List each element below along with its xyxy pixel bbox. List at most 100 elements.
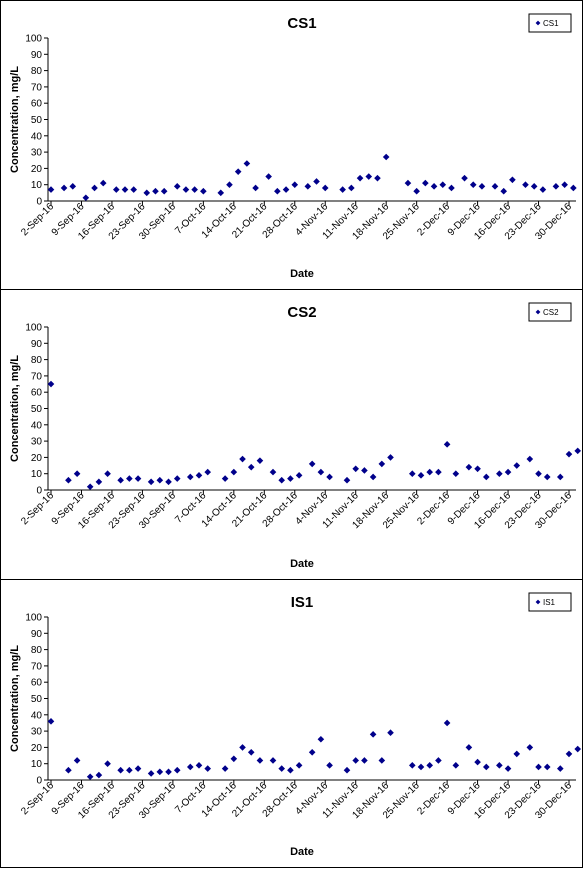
data-point [574,745,582,753]
data-point [104,470,111,477]
data-point [552,183,560,190]
data-point [278,765,286,772]
data-point [435,757,442,764]
data-point [504,468,512,476]
y-tick-label: 80 [31,355,43,366]
y-tick-label: 50 [31,694,43,705]
data-point [513,750,521,758]
chart-panel-cs1: CS1 0 10 20 30 40 50 60 70 80 90 100 2-Sep-16 9-Sep-1… [0,0,583,290]
data-point [265,173,272,180]
y-tick-label: 90 [31,339,43,350]
y-tick-label: 50 [31,404,43,415]
data-point [247,463,255,471]
data-point [422,179,429,187]
data-point [361,757,368,764]
data-point [226,181,233,188]
legend-label: IS1 [543,598,556,607]
data-point [348,184,355,192]
x-axis-label: Date [290,268,314,280]
y-tick-label: 80 [31,645,43,656]
data-point [304,183,312,190]
data-point [186,473,194,481]
data-point [47,186,55,193]
data-point [308,748,316,756]
data-point [186,763,194,771]
chart-is1: IS101020304050607080901002-Sep-169-Sep-1… [9,592,582,858]
data-point [343,476,351,484]
y-tick-label: 10 [31,469,43,480]
data-point [378,757,386,764]
data-point [117,766,124,774]
data-point [134,475,142,482]
data-point [439,181,447,188]
legend-marker [535,599,541,605]
y-tick-label: 40 [31,420,43,431]
data-point [530,183,538,190]
data-point [65,476,72,484]
data-point [60,184,68,192]
data-point [147,770,155,777]
data-point [465,744,473,751]
data-point [452,762,460,769]
data-point [47,718,55,725]
data-point [378,460,386,468]
y-tick-label: 10 [31,180,43,191]
data-point [313,178,320,185]
data-point [500,187,508,195]
data-point [112,186,120,193]
data-point [121,186,129,193]
data-point [526,744,534,751]
data-point [269,757,277,764]
data-point [504,765,512,772]
data-point [165,478,172,486]
y-tick-label: 50 [31,115,43,126]
data-point [339,186,346,193]
data-point [160,187,168,195]
legend: CS1 [528,13,572,33]
data-point [156,768,164,776]
data-point [417,763,425,771]
data-point [230,468,238,476]
legend-marker [535,20,541,26]
y-tick-label: 90 [31,50,43,61]
y-axis-label: Concentration, mg/L [9,645,21,752]
data-point [104,760,111,767]
legend: IS1 [528,592,572,612]
data-point [317,735,325,743]
data-point [291,181,299,188]
data-point [243,160,251,167]
chart-panel-is1: IS1 0 10 20 30 40 50 60 70 80 90 100 2-Sep-16 9-Sep-1… [0,579,583,868]
data-point [522,181,529,188]
data-point [278,476,286,484]
data-point [252,184,259,192]
data-point [282,186,290,193]
data-point [496,470,503,477]
data-point [382,153,390,161]
data-point [461,174,468,182]
data-point [482,763,490,771]
data-point [343,766,351,774]
data-point [496,762,503,769]
data-point [173,183,181,190]
data-point [195,762,203,769]
data-point [570,184,577,192]
legend-box [528,592,572,612]
series-cs2 [47,380,582,491]
chart-cs2: CS201020304050607080901002-Sep-169-Sep-1… [9,302,582,570]
data-point [326,762,333,769]
y-tick-label: 30 [31,148,43,159]
data-point [430,183,438,190]
data-point [352,465,360,473]
data-point [47,380,55,388]
chart-panel-cs2: CS2 0 10 20 30 40 50 60 70 80 90 100 2-Sep-16 9-Sep-1… [0,289,583,580]
data-point [509,176,516,184]
data-point [417,472,425,479]
data-point [565,750,573,758]
data-point [374,174,381,182]
y-tick-label: 60 [31,388,43,399]
data-point [95,478,103,486]
data-point [435,468,442,476]
data-point [404,179,412,187]
y-tick-label: 40 [31,131,43,142]
y-tick-label: 20 [31,164,43,175]
